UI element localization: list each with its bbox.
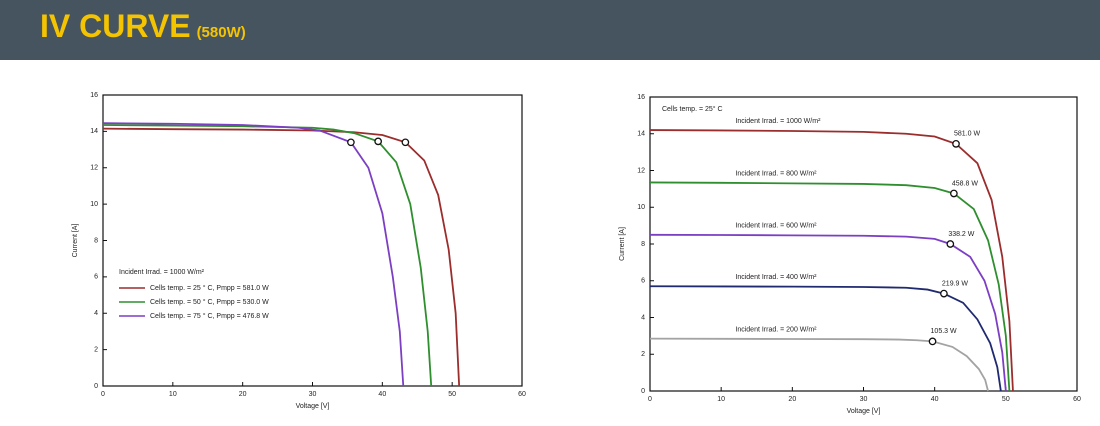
plot-frame [649,96,1078,392]
y-tick-label: 14 [637,131,645,138]
x-axis-label: Voltage [V] [847,408,881,415]
y-tick-label: 10 [637,204,645,211]
y-tick-label: 14 [90,128,98,135]
x-tick-label: 10 [717,396,725,403]
x-tick-label: 30 [309,391,317,398]
series-label: Incident Irrad. = 400 W/m² [735,274,817,281]
y-tick-label: 12 [90,165,98,172]
mpp-marker [946,240,955,248]
y-tick-label: 8 [94,237,98,244]
mpp-marker [374,137,382,146]
y-tick-label: 16 [637,94,645,101]
x-tick-label: 60 [518,391,526,398]
mpp-marker [928,337,937,346]
mpp-marker [950,189,958,198]
x-tick-label: 0 [648,396,652,403]
mpp-marker [401,138,410,147]
legend-label: Cells temp. = 25 ° C, Pmpp = 581.0 W [150,284,269,292]
series-line [102,122,405,387]
y-tick-label: 2 [641,351,645,358]
series-label: Incident Irrad. = 200 W/m² [735,326,817,333]
mpp-marker [940,289,948,298]
x-tick-label: 20 [239,391,247,398]
legend-label: Cells temp. = 75 ° C, Pmpp = 476.8 W [150,312,269,320]
legend-title: Incident Irrad. = 1000 W/m² [119,269,205,276]
mpp-label: 105.3 W [931,328,957,335]
series-label: Incident Irrad. = 1000 W/m² [735,118,821,125]
x-tick-label: 30 [860,396,868,403]
series-line [102,127,461,387]
annotation: Cells temp. = 25° C [662,105,723,113]
x-tick-label: 50 [1002,396,1010,403]
mpp-marker [952,140,960,148]
y-tick-label: 2 [94,346,98,353]
series-line [649,233,1007,392]
header-title: IV CURVE [40,8,191,44]
header: IV CURVE (580W) [0,0,1100,60]
header-subtitle: (580W) [196,24,246,41]
mpp-marker [347,138,355,147]
series-line [102,124,433,387]
y-axis-label: Current [A] [619,227,626,261]
x-tick-label: 20 [788,396,796,403]
mpp-label: 581.0 W [954,131,980,138]
x-tick-label: 10 [169,391,177,398]
x-tick-label: 0 [101,391,105,398]
y-tick-label: 0 [641,388,645,395]
y-tick-label: 4 [94,310,98,317]
x-tick-label: 60 [1073,396,1081,403]
header-title-row: IV CURVE (580W) [40,8,246,45]
series-label: Incident Irrad. = 800 W/m² [735,170,817,177]
y-tick-label: 12 [637,167,645,174]
mpp-label: 458.8 W [952,180,978,187]
y-tick-label: 6 [641,278,645,285]
y-tick-label: 8 [641,241,645,248]
y-axis-label: Current [A] [72,224,79,258]
y-tick-label: 4 [641,314,645,321]
mpp-label: 219.9 W [942,280,968,287]
mpp-label: 338.2 W [948,231,974,238]
y-tick-label: 10 [90,201,98,208]
series-line [649,337,989,392]
y-tick-label: 16 [90,92,98,99]
y-tick-label: 0 [94,383,98,390]
x-tick-label: 40 [931,396,939,403]
series-line [649,181,1011,392]
series-label: Incident Irrad. = 600 W/m² [735,223,817,230]
y-tick-label: 6 [94,274,98,281]
series-line [649,129,1014,392]
plot-frame [102,94,523,387]
series-line [649,285,1002,392]
x-axis-label: Voltage [V] [296,403,330,410]
legend-label: Cells temp. = 50 ° C, Pmpp = 530.0 W [150,298,269,306]
x-tick-label: 50 [448,391,456,398]
x-tick-label: 40 [378,391,386,398]
